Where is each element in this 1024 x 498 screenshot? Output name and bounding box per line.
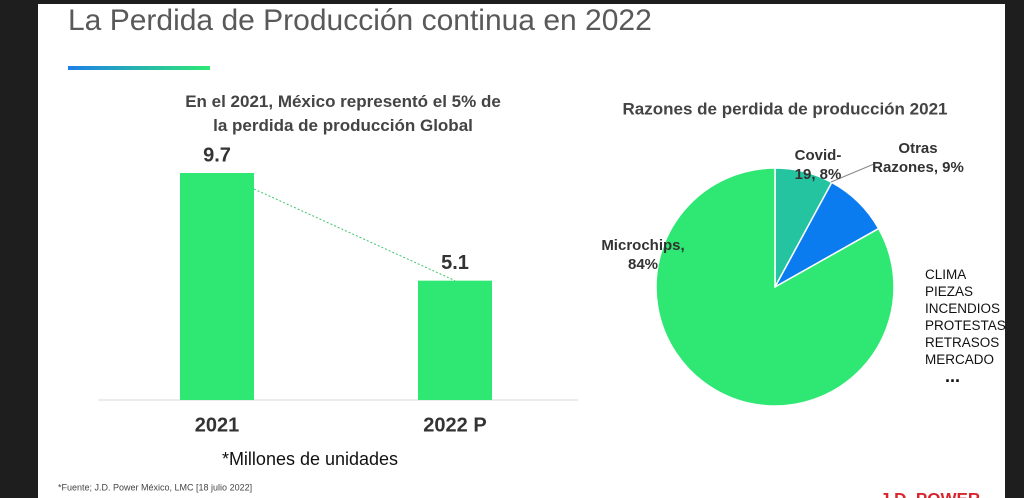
annotation: MERCADO (925, 352, 995, 367)
accent-line (68, 66, 210, 70)
note: *Millones de unidades (222, 449, 398, 469)
annotation: PIEZAS (925, 284, 974, 299)
annotation-list: CLIMA PIEZAS INCENDIOS PROTESTAS RETRASOS MER… (925, 266, 1005, 385)
pie-title: Razones de perdida de producción 2021 (623, 99, 948, 118)
leader-line (830, 163, 875, 183)
slice-label: Covid-19, 8% (794, 147, 842, 183)
logo: J.D. POWER (880, 489, 980, 498)
bar (180, 173, 254, 400)
bar-title: En el 2021, México representó el 5% de l… (185, 92, 501, 135)
annotation: CLIMA (925, 267, 967, 282)
annotation: INCENDIOS (925, 301, 1001, 316)
value-label: 9.7 (203, 144, 231, 166)
x-tick-label: 2022 P (423, 414, 486, 436)
annotation: PROTESTAS (925, 318, 1005, 333)
slice-label: Otras Razones, 9% (872, 140, 964, 176)
bar (418, 280, 492, 400)
annotation: RETRASOS (925, 335, 1000, 350)
pie-slice (655, 167, 895, 407)
trend-line (253, 188, 456, 282)
value-label: 5.1 (441, 252, 469, 274)
chart: La Perdida de Producción continua en 202… (58, 4, 980, 498)
slice-label: Microchips, 84% (601, 237, 685, 273)
source: *Fuente; J.D. Power México, LMC [18 juli… (58, 482, 252, 492)
slide-title: La Perdida de Producción continua en 202… (68, 4, 652, 37)
x-tick-label: 2021 (195, 414, 240, 436)
annotation: ... (945, 366, 961, 386)
slide: La Perdida de Producción continua en 202… (38, 4, 1005, 498)
